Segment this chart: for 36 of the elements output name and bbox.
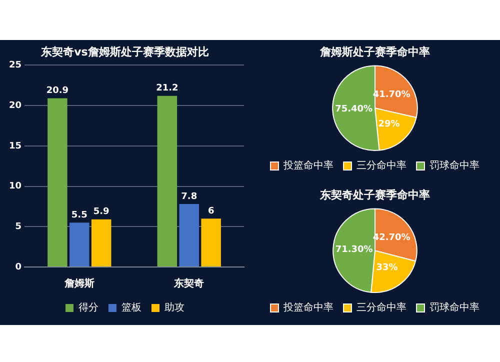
- bar: [201, 218, 221, 266]
- chart-title: 东契奇处子赛季命中率: [319, 188, 430, 202]
- y-tick-label: 10: [8, 182, 22, 192]
- data-label: 6: [208, 206, 214, 216]
- bar: [157, 96, 178, 266]
- y-tick-label: 5: [15, 222, 22, 232]
- data-label: 5.5: [71, 210, 88, 220]
- data-label: 7.8: [181, 192, 198, 202]
- bar: [48, 98, 68, 266]
- y-tick-label: 0: [15, 262, 22, 272]
- legend-label: 助攻: [164, 302, 184, 314]
- data-label: 20.9: [46, 86, 69, 96]
- legend-label: 得分: [78, 302, 98, 314]
- data-label: 33%: [376, 263, 398, 274]
- x-tick-label: 东契奇: [173, 278, 204, 290]
- data-label: 71.30%: [335, 244, 373, 255]
- bar: [91, 219, 112, 266]
- y-tick-label: 15: [8, 141, 22, 152]
- legend-label: 篮板: [122, 302, 142, 314]
- bar: [179, 204, 200, 266]
- x-tick-label: 詹姆斯: [63, 278, 94, 290]
- data-label: 5.9: [93, 207, 110, 218]
- legend-label: 投篮命中率: [282, 302, 334, 314]
- data-label: 75.40%: [335, 104, 373, 115]
- data-label: 29%: [378, 119, 400, 130]
- chart-title: 詹姆斯处子赛季命中率: [319, 45, 430, 58]
- data-label: 21.2: [156, 84, 178, 94]
- y-tick-label: 25: [8, 60, 22, 71]
- chart-title: 东契奇vs詹姆斯处子赛季数据对比: [40, 45, 209, 58]
- legend-label: 三分命中率: [356, 160, 406, 172]
- bar: [70, 222, 90, 266]
- legend-label: 投篮命中率: [282, 160, 334, 172]
- legend-label: 罚球命中率: [430, 302, 480, 314]
- legend-label: 罚球命中率: [430, 160, 480, 172]
- legend-label: 三分命中率: [356, 302, 406, 314]
- y-tick-label: 20: [8, 100, 22, 111]
